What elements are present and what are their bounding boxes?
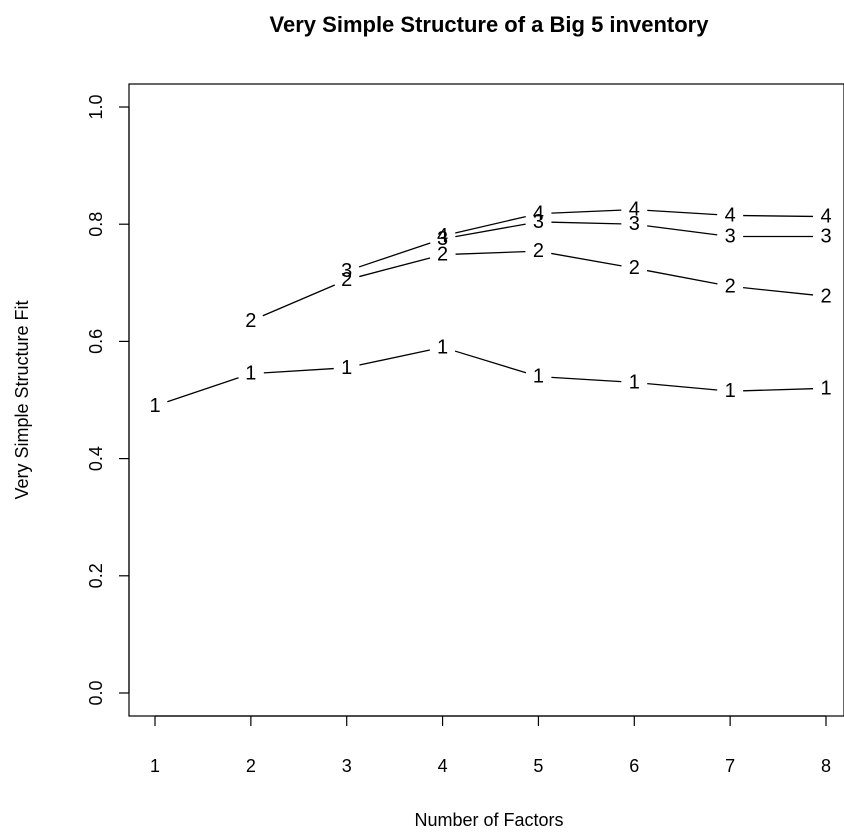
series-1-segment (647, 382, 718, 391)
series-1-point: 1 (725, 380, 736, 402)
series-2-point: 2 (437, 244, 448, 266)
series-3-point: 3 (725, 226, 736, 248)
y-tick-label: 0.0 (86, 680, 106, 705)
series-3-segment (551, 221, 622, 225)
series-2-segment (359, 257, 431, 278)
series-2-point: 2 (725, 275, 736, 297)
series-1-point: 1 (629, 371, 640, 393)
series-1-point: 1 (149, 395, 160, 417)
series-3: 3 3 3 3 3 3 (341, 211, 831, 282)
x-tick-label: 7 (725, 756, 735, 776)
series-3-point: 3 (629, 213, 640, 235)
series-4-segment (455, 215, 526, 234)
series-1-point: 1 (245, 363, 256, 385)
x-tick-label: 1 (150, 756, 160, 776)
x-tick-label: 6 (629, 756, 639, 776)
series-3-segment (358, 242, 431, 268)
y-tick-label: 0.8 (86, 212, 106, 237)
series-1-point: 1 (437, 336, 448, 358)
x-axis: 1 2 3 4 5 6 7 8 (150, 715, 831, 776)
series-3-point: 3 (437, 228, 448, 250)
series-4: 4 4 4 4 4 (437, 199, 832, 247)
series-2: 2 2 2 2 2 2 2 (245, 240, 831, 332)
series-1-segment (263, 367, 334, 374)
series-2-segment (262, 284, 336, 317)
series-2-point: 2 (629, 257, 640, 279)
series-3-segment (455, 223, 526, 238)
chart-title: Very Simple Structure of a Big 5 invento… (270, 12, 710, 37)
series-2-point: 2 (820, 285, 831, 307)
series-4-point: 4 (725, 204, 736, 226)
x-axis-label: Number of Factors (414, 810, 563, 830)
series-4-point: 4 (820, 206, 831, 228)
series-3-segment (647, 225, 718, 236)
series-1-point: 1 (533, 366, 544, 388)
series-4-point: 4 (437, 225, 448, 247)
series-3-point: 3 (341, 260, 352, 282)
series-2-segment (743, 287, 814, 296)
series-2-point: 2 (341, 269, 352, 291)
x-tick-label: 4 (438, 756, 448, 776)
series-4-segment (647, 209, 718, 216)
y-tick-label: 0.4 (86, 446, 106, 471)
series-2-point: 2 (533, 240, 544, 262)
y-tick-label: 0.6 (86, 329, 106, 354)
x-tick-label: 8 (821, 756, 831, 776)
series-1-segment (743, 388, 814, 392)
x-tick-label: 2 (246, 756, 256, 776)
series-1: 1 1 1 1 1 1 1 1 (149, 336, 831, 417)
plot-frame (128, 83, 844, 717)
x-tick-label: 5 (533, 756, 543, 776)
series-4-point: 4 (533, 203, 544, 225)
series-2-segment (646, 269, 718, 285)
series-2-segment (455, 250, 526, 255)
series-4-segment (743, 214, 814, 218)
series-4-segment (551, 209, 622, 214)
series-4-point: 4 (629, 199, 640, 221)
series-3-point: 3 (533, 211, 544, 233)
y-axis-label: Very Simple Structure Fit (12, 300, 32, 499)
series-2-segment (551, 252, 622, 267)
series-1-segment (551, 376, 622, 383)
y-tick-label: 0.2 (86, 563, 106, 588)
series-1-segment (454, 350, 527, 374)
series-2-point: 2 (245, 310, 256, 332)
y-tick-label: 1.0 (86, 94, 106, 119)
series-3-point: 3 (820, 226, 831, 248)
series-1-point: 1 (341, 357, 352, 379)
series-1-segment (359, 349, 430, 366)
x-tick-label: 3 (342, 756, 352, 776)
series-1-point: 1 (820, 377, 831, 399)
y-axis: 0.0 0.2 0.4 0.6 0.8 1.0 (86, 94, 130, 706)
series-1-segment (167, 377, 239, 403)
